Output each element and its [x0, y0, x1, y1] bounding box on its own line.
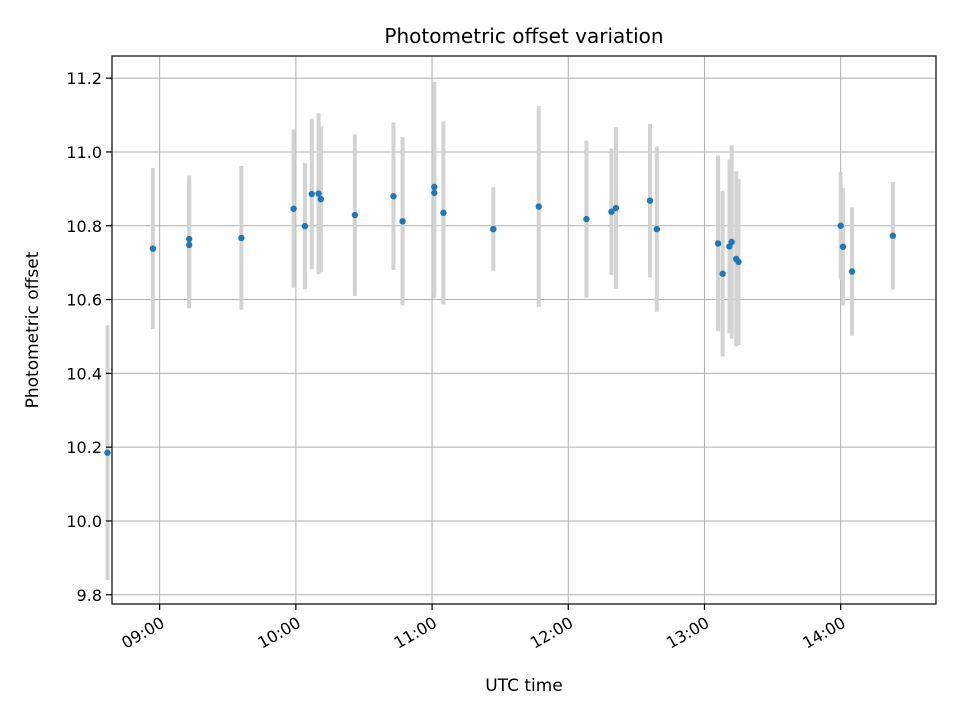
data-point — [308, 190, 315, 198]
data-point — [185, 235, 193, 243]
data-point — [735, 258, 742, 266]
y-axis-label: Photometric offset — [23, 251, 43, 408]
data-point — [714, 240, 722, 247]
data-point — [583, 215, 590, 223]
data-point — [837, 222, 844, 229]
data-point — [431, 189, 438, 197]
y-tick-label: 11.2 — [66, 69, 102, 88]
data-point — [608, 208, 615, 215]
data-point — [839, 243, 847, 250]
x-axis: 09:00 10:00 11:00 12:00 13:00 14:00 — [118, 604, 849, 653]
data-point — [351, 211, 359, 219]
data-point — [719, 270, 726, 277]
data-point — [612, 204, 620, 212]
y-tick-label: 10.2 — [66, 438, 102, 457]
data-point — [238, 234, 245, 242]
data-point — [728, 238, 735, 246]
data-point — [653, 225, 660, 233]
y-tick-label: 10.0 — [66, 512, 102, 531]
data-point — [185, 241, 193, 249]
chart-title: Photometric offset variation — [384, 24, 663, 48]
y-tick-label: 10.8 — [66, 217, 102, 236]
data-point — [535, 203, 542, 210]
data-point — [390, 193, 397, 200]
data-point — [301, 222, 309, 230]
data-point — [431, 183, 438, 191]
x-tick-label: 13:00 — [663, 613, 712, 653]
data-point — [490, 225, 497, 233]
y-tick-label: 10.6 — [66, 291, 102, 310]
y-tick-label: 11.0 — [66, 143, 102, 162]
data-point — [104, 449, 111, 456]
x-tick-label: 09:00 — [118, 613, 167, 653]
data-point — [317, 195, 325, 203]
data-point — [646, 197, 654, 204]
data-point — [440, 209, 447, 217]
data-point — [149, 245, 157, 252]
data-point — [290, 205, 297, 212]
x-axis-label: UTC time — [485, 676, 563, 696]
grid — [112, 56, 936, 604]
data-points — [104, 183, 897, 456]
x-tick-label: 12:00 — [527, 613, 576, 653]
data-point — [889, 232, 897, 239]
data-point — [315, 190, 322, 197]
x-tick-label: 14:00 — [799, 613, 848, 653]
data-point — [399, 218, 406, 225]
y-tick-label: 9.8 — [77, 586, 102, 605]
x-tick-label: 10:00 — [254, 613, 303, 653]
y-tick-label: 10.4 — [66, 364, 102, 383]
plot-frame — [111, 55, 937, 605]
data-point — [848, 268, 856, 275]
y-axis: 9.8 10.0 10.2 10.4 10.6 10.8 11.0 11.2 — [66, 69, 112, 605]
x-tick-label: 11:00 — [391, 613, 440, 653]
errorbars — [105, 81, 895, 581]
